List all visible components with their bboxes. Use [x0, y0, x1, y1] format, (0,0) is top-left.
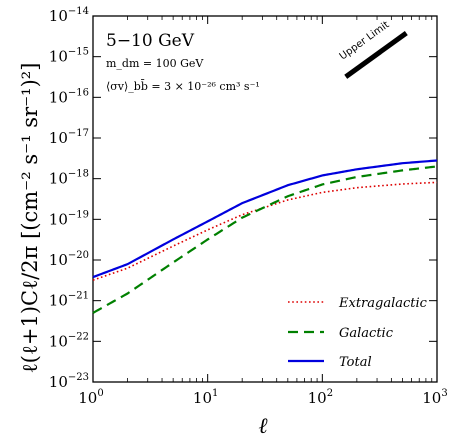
x-tick-label: 100	[78, 388, 103, 407]
x-tick-label: 103	[422, 388, 447, 407]
y-tick-label: 10−23	[49, 372, 89, 391]
y-tick-label: 10−19	[49, 209, 89, 228]
y-tick-label: 10−20	[49, 250, 89, 269]
y-tick-label: 10−17	[49, 128, 89, 147]
upper-limit-line	[344, 31, 408, 79]
upper-limit-label: Upper Limit	[338, 19, 392, 62]
legend: Extragalactic Galactic Total	[288, 296, 428, 370]
energy-band-annotation: 5−10 GeV	[106, 31, 195, 51]
y-tick-label: 10−16	[49, 87, 89, 106]
mass-annotation: m_dm = 100 GeV	[106, 57, 204, 70]
legend-label-galactic: Galactic	[339, 326, 394, 341]
legend-label-extragalactic: Extragalactic	[338, 296, 428, 311]
cross-section-annotation: ⟨σv⟩_bb̄ = 3 × 10⁻²⁶ cm³ s⁻¹	[106, 80, 260, 93]
y-tick-label: 10−22	[49, 331, 89, 350]
y-axis-label: ℓ(ℓ+1)Cℓ/2π [(cm⁻² s⁻¹ sr⁻¹)²]	[18, 63, 42, 374]
y-tick-label: 10−21	[49, 291, 89, 310]
plot-area	[92, 15, 438, 383]
y-tick-label: 10−18	[49, 169, 89, 188]
legend-label-total: Total	[339, 355, 372, 370]
series-line-galactic	[92, 165, 438, 314]
series-line-total	[92, 159, 438, 279]
y-tick-label: 10−14	[49, 6, 89, 25]
y-tick-label: 10−15	[49, 47, 89, 66]
x-tick-label: 101	[193, 388, 218, 407]
x-axis-label: ℓ	[258, 414, 268, 439]
series-line-extragalactic	[92, 181, 438, 281]
x-tick-label: 102	[308, 388, 333, 407]
